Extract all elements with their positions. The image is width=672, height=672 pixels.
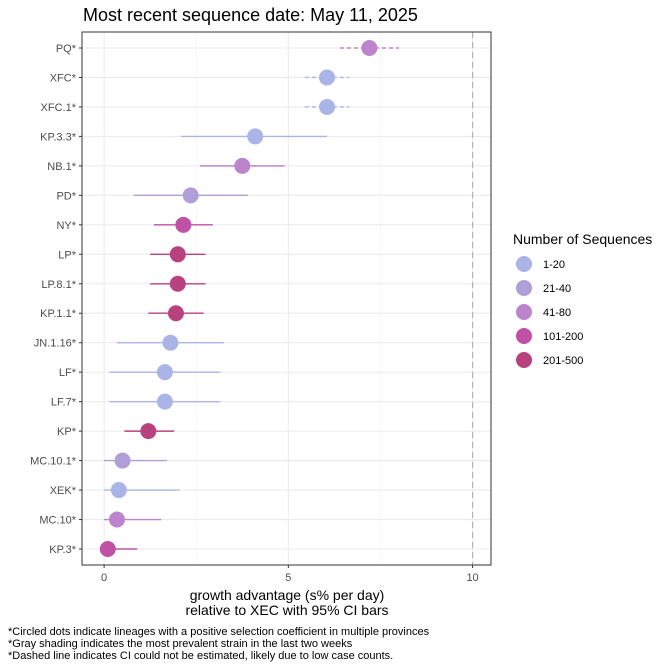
data-point bbox=[110, 482, 127, 499]
forest-plot-chart: Most recent sequence date: May 11, 2025 … bbox=[30, 5, 652, 618]
plot-panel bbox=[81, 31, 492, 566]
legend-label: 41-80 bbox=[543, 307, 571, 319]
y-tick-label: JN.1.16* bbox=[34, 338, 77, 350]
data-point bbox=[319, 98, 336, 115]
y-tick-label: PD* bbox=[56, 190, 76, 202]
legend: Number of Sequences 1-20 21-40 41-80 101-20… bbox=[513, 231, 652, 368]
x-axis-title-line2: relative to XEC with 95% CI bars bbox=[185, 602, 388, 618]
legend-key bbox=[516, 352, 532, 368]
y-axis-tick-labels: PQ* XFC* XFC.1* KP.3.3* NB.1* PD* NY* LP* LP.8.1… bbox=[30, 43, 82, 556]
data-point bbox=[114, 452, 131, 469]
footnotes: *Circled dots indicate lineages with a p… bbox=[8, 626, 429, 662]
data-point bbox=[361, 40, 378, 56]
y-tick-label: NY* bbox=[56, 220, 76, 232]
legend-key bbox=[516, 304, 532, 320]
legend-label: 201-500 bbox=[543, 355, 583, 367]
legend-title: Number of Sequences bbox=[513, 231, 652, 247]
data-point bbox=[109, 511, 126, 528]
legend-key bbox=[516, 328, 532, 344]
data-point bbox=[167, 305, 184, 322]
data-point bbox=[182, 187, 199, 204]
y-tick-label: LP.8.1* bbox=[41, 279, 76, 291]
x-tick-label: 10 bbox=[466, 572, 478, 584]
footnote-circled-dots: *Circled dots indicate lineages with a p… bbox=[8, 626, 430, 638]
y-tick-label: LF.7* bbox=[51, 397, 77, 409]
y-tick-label: KP.3* bbox=[49, 544, 76, 556]
y-tick-label: LP* bbox=[58, 249, 76, 261]
y-tick-label: MC.10* bbox=[39, 515, 76, 527]
footnote-gray-shading: *Gray shading indicates the most prevale… bbox=[8, 638, 353, 650]
data-point bbox=[169, 246, 186, 263]
data-point bbox=[175, 216, 192, 233]
chart-title: Most recent sequence date: May 11, 2025 bbox=[83, 5, 418, 25]
x-axis-tick-labels: 0 5 10 bbox=[101, 565, 479, 584]
y-tick-label: XEK* bbox=[50, 485, 77, 497]
y-tick-label: PQ* bbox=[56, 43, 77, 55]
panel-background bbox=[82, 32, 491, 565]
y-tick-label: MC.10.1* bbox=[30, 456, 77, 468]
legend-key bbox=[516, 256, 532, 272]
y-tick-label: KP.1.1* bbox=[40, 308, 77, 320]
data-point bbox=[169, 275, 186, 292]
data-point bbox=[162, 334, 179, 351]
data-point bbox=[319, 69, 336, 86]
legend-label: 21-40 bbox=[543, 283, 571, 295]
x-tick-label: 5 bbox=[285, 572, 291, 584]
y-tick-label: KP* bbox=[57, 426, 77, 438]
y-tick-label: NB.1* bbox=[47, 161, 76, 173]
x-axis-title-line1: growth advantage (s% per day) bbox=[190, 587, 385, 603]
x-tick-label: 0 bbox=[101, 572, 107, 584]
data-point bbox=[140, 423, 157, 440]
data-point bbox=[99, 541, 116, 557]
data-point bbox=[234, 157, 251, 174]
footnote-dashed-line: *Dashed line indicates CI could not be e… bbox=[8, 650, 394, 662]
y-tick-label: XFC* bbox=[50, 72, 77, 84]
y-tick-label: XFC.1* bbox=[41, 102, 77, 114]
data-point bbox=[156, 393, 173, 410]
legend-label: 101-200 bbox=[543, 331, 583, 343]
y-tick-label: KP.3.3* bbox=[40, 131, 77, 143]
data-point bbox=[247, 128, 264, 145]
panel-border bbox=[81, 31, 492, 566]
legend-label: 1-20 bbox=[543, 259, 565, 271]
data-point bbox=[156, 364, 173, 381]
y-tick-label: LF* bbox=[59, 367, 77, 379]
legend-key bbox=[516, 280, 532, 296]
